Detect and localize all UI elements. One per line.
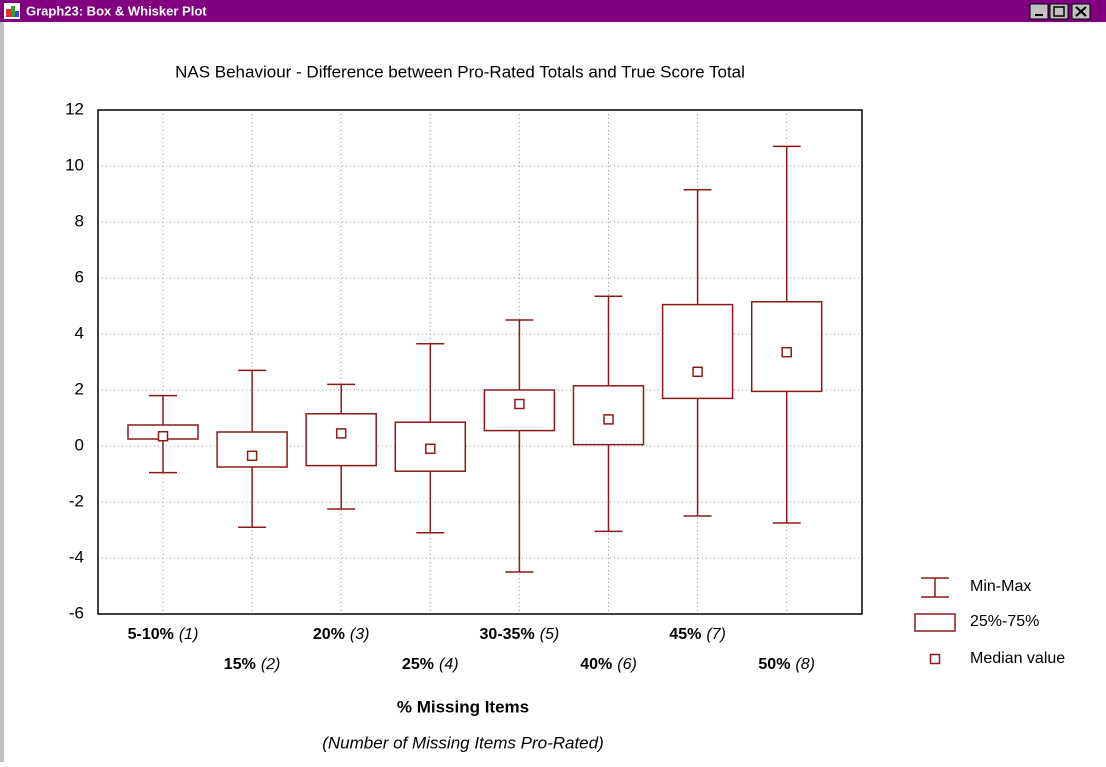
category-label: 40% bbox=[580, 656, 612, 673]
window-title: Graph23: Box & Whisker Plot bbox=[26, 3, 207, 18]
chart-title: NAS Behaviour - Difference between Pro-R… bbox=[175, 62, 745, 81]
x-tick-label: 20% (3) bbox=[313, 626, 370, 643]
x-tick-label: 30-35% (5) bbox=[480, 626, 560, 643]
category-note: (4) bbox=[439, 656, 459, 673]
median bbox=[692, 366, 703, 378]
x-tick-label: 5-10% (1) bbox=[128, 626, 199, 643]
category-note: (7) bbox=[706, 626, 726, 643]
legend-box bbox=[914, 613, 956, 632]
category-note: (5) bbox=[540, 626, 560, 643]
x-tick-label: 25% (4) bbox=[402, 656, 459, 673]
y-tick-label: 2 bbox=[75, 379, 84, 398]
category-label: 15% bbox=[224, 656, 256, 673]
minimize-button[interactable] bbox=[1029, 3, 1049, 20]
x-tick-label: 50% (8) bbox=[758, 656, 815, 673]
median bbox=[425, 443, 436, 455]
median bbox=[246, 450, 258, 462]
title-bar bbox=[0, 0, 1106, 22]
y-tick-label: 12 bbox=[65, 99, 84, 118]
category-note: (6) bbox=[617, 656, 637, 673]
box bbox=[483, 389, 556, 432]
category-label: 5-10% bbox=[128, 626, 174, 643]
median bbox=[514, 398, 525, 410]
x-axis-note: (Number of Missing Items Pro-Rated) bbox=[322, 733, 604, 752]
median bbox=[157, 430, 169, 442]
legend-median bbox=[929, 653, 941, 665]
y-tick-label: 8 bbox=[75, 211, 84, 230]
median bbox=[603, 414, 614, 425]
y-tick-label: 0 bbox=[75, 435, 84, 454]
box bbox=[216, 431, 288, 468]
x-tick-label: 40% (6) bbox=[580, 656, 637, 673]
category-label: 45% bbox=[669, 626, 701, 643]
window-border bbox=[0, 0, 4, 762]
box bbox=[661, 303, 734, 400]
y-tick-label: -6 bbox=[69, 603, 84, 622]
category-label: 25% bbox=[402, 656, 434, 673]
y-tick-label: -2 bbox=[69, 491, 84, 510]
category-label: 50% bbox=[758, 656, 790, 673]
box bbox=[305, 413, 377, 467]
category-note: (2) bbox=[261, 656, 281, 673]
category-note: (1) bbox=[179, 626, 199, 643]
window-icon bbox=[4, 3, 20, 19]
legend-label: Min-Max bbox=[970, 578, 1031, 595]
x-tick-label: 45% (7) bbox=[669, 626, 726, 643]
legend-label: 25%-75% bbox=[970, 613, 1039, 630]
category-label: 20% bbox=[313, 626, 345, 643]
y-tick-label: 10 bbox=[65, 155, 84, 174]
y-tick-label: 6 bbox=[75, 267, 84, 286]
category-note: (3) bbox=[350, 626, 370, 643]
plot-frame bbox=[97, 109, 863, 615]
box bbox=[750, 301, 823, 393]
x-axis-label: % Missing Items bbox=[397, 697, 529, 716]
median bbox=[781, 346, 792, 358]
median bbox=[335, 428, 347, 439]
x-tick-label: 15% (2) bbox=[224, 656, 281, 673]
category-note: (8) bbox=[795, 656, 815, 673]
window-buttons[interactable] bbox=[1029, 3, 1091, 20]
legend-label: Median value bbox=[970, 650, 1065, 667]
y-tick-label: 4 bbox=[75, 323, 84, 342]
y-tick-label: -4 bbox=[69, 547, 84, 566]
category-label: 30-35% bbox=[480, 626, 535, 643]
